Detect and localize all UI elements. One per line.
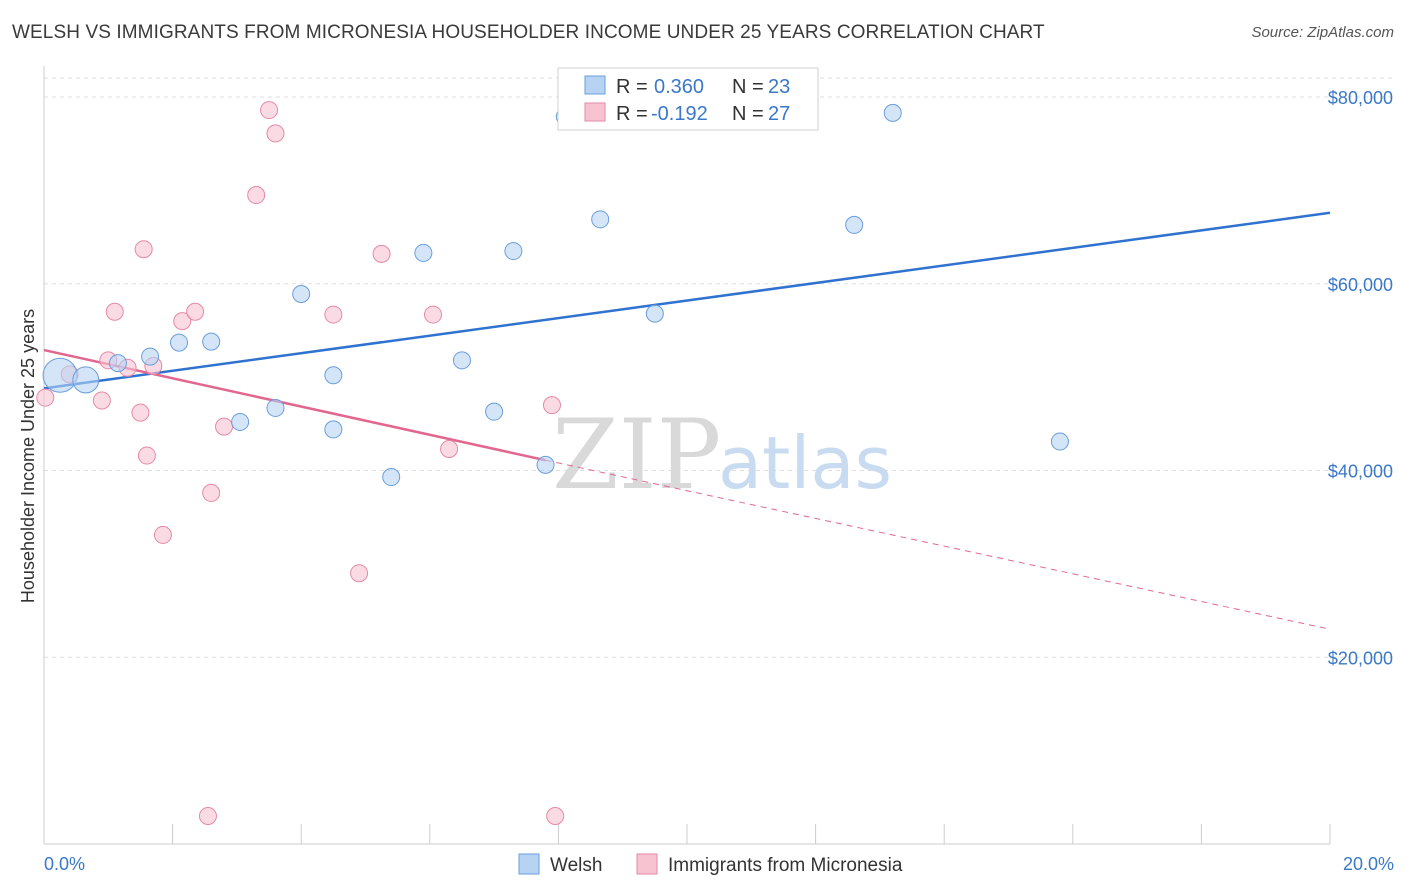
watermark: ZIP atlas: [552, 399, 892, 511]
legend-r-value-welsh: 0.360: [654, 76, 704, 98]
point-welsh-8: [292, 285, 311, 304]
point-welsh-2: [108, 354, 127, 373]
point-welsh-11: [382, 468, 401, 487]
point-welsh-16: [536, 455, 555, 474]
point-welsh-10: [324, 420, 343, 439]
x-tick-label-max: 20.0%: [1343, 854, 1394, 874]
point-micronesia-17: [260, 101, 279, 120]
point-welsh-15: [504, 242, 523, 261]
point-micronesia-10: [153, 525, 172, 544]
y-tick-label-60000: $60,000: [1328, 275, 1393, 295]
point-welsh-1: [72, 366, 100, 394]
point-micronesia-11: [173, 312, 192, 331]
bottom-legend: Welsh Immigrants from Micronesia: [518, 853, 903, 876]
gridlines: [44, 77, 1394, 658]
axes: [43, 66, 1331, 845]
point-welsh-14: [485, 402, 504, 421]
point-welsh-5: [202, 332, 221, 351]
point-welsh-18: [591, 210, 610, 229]
legend-n-label-welsh: N =: [732, 76, 764, 98]
legend-r-label-micronesia: R =: [616, 103, 648, 125]
point-welsh-19: [645, 304, 664, 323]
point-welsh-3: [141, 347, 160, 366]
point-micronesia-20: [350, 564, 369, 583]
point-micronesia-8: [137, 446, 156, 465]
point-micronesia-22: [424, 305, 443, 324]
point-welsh-13: [452, 351, 471, 370]
watermark-atlas: atlas: [718, 421, 892, 505]
x-tick-label-min: 0.0%: [44, 854, 85, 874]
point-welsh-12: [414, 243, 433, 262]
point-welsh-21: [883, 103, 902, 122]
point-welsh-20: [845, 215, 864, 234]
point-welsh-4: [170, 333, 189, 352]
point-welsh-22: [1050, 432, 1069, 451]
point-micronesia-14: [202, 483, 221, 502]
legend-swatch-welsh: [584, 75, 606, 95]
point-micronesia-13: [198, 806, 217, 825]
legend-n-value-micronesia: 27: [768, 103, 790, 125]
legend-n-value-welsh: 23: [768, 76, 790, 98]
chart-title: WELSH VS IMMIGRANTS FROM MICRONESIA HOUS…: [12, 22, 1045, 43]
y-tick-label-20000: $20,000: [1328, 648, 1393, 668]
point-micronesia-21: [372, 244, 391, 263]
y-tick-labels: $20,000 $40,000 $60,000 $80,000: [1328, 88, 1393, 668]
legend-swatch-micronesia: [584, 102, 606, 122]
y-tick-label-40000: $40,000: [1328, 462, 1393, 482]
legend-r-label-welsh: R =: [616, 76, 648, 98]
point-micronesia-6: [131, 403, 150, 422]
point-micronesia-4: [105, 302, 124, 321]
legend-n-label-micronesia: N =: [732, 103, 764, 125]
trend-line-welsh: [43, 211, 1331, 390]
point-welsh-0: [42, 357, 78, 393]
bottom-legend-label-micronesia: Immigrants from Micronesia: [668, 855, 903, 876]
point-micronesia-2: [92, 391, 111, 410]
point-micronesia-7: [134, 240, 153, 259]
point-welsh-7: [266, 398, 285, 417]
watermark-zip: ZIP: [552, 399, 721, 511]
point-micronesia-16: [247, 186, 266, 205]
legend-r-value-micronesia: -0.192: [651, 103, 708, 125]
point-micronesia-12: [186, 302, 205, 321]
point-micronesia-15: [215, 417, 234, 436]
source-note: Source: ZipAtlas.com: [1251, 24, 1394, 41]
trend-line-micronesia-extension: [545, 459, 1331, 630]
bottom-legend-swatch-welsh: [518, 853, 540, 875]
point-micronesia-24: [542, 396, 561, 415]
bottom-legend-swatch-micronesia: [636, 853, 658, 875]
bottom-legend-label-welsh: Welsh: [550, 855, 602, 876]
legend-box: R = 0.360 N = 23 R = -0.192 N = 27: [557, 67, 819, 131]
point-welsh-6: [231, 412, 250, 431]
y-tick-label-80000: $80,000: [1328, 88, 1393, 108]
data-points: [36, 101, 1069, 825]
y-axis-title: Householder Income Under 25 years: [18, 309, 38, 603]
point-micronesia-18: [266, 124, 285, 143]
point-micronesia-23: [440, 440, 459, 459]
point-micronesia-0: [36, 388, 55, 407]
point-micronesia-25: [546, 806, 565, 825]
point-micronesia-19: [324, 305, 343, 324]
point-welsh-9: [324, 366, 343, 385]
